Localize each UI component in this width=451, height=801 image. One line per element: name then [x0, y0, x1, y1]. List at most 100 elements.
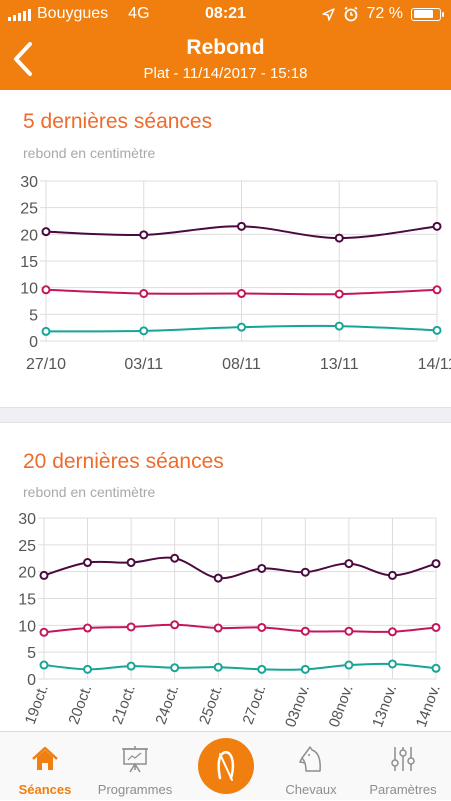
data-point	[432, 221, 442, 231]
series-line	[43, 556, 437, 580]
chart1-title: 5 dernières séances	[23, 110, 213, 133]
data-point	[387, 659, 397, 669]
y-tick-label: 0	[29, 334, 38, 351]
tab-label: Chevaux	[285, 782, 337, 797]
y-tick-label: 30	[20, 174, 38, 191]
data-point	[126, 622, 136, 632]
data-point	[257, 622, 267, 632]
page-title: Rebond	[186, 36, 265, 59]
status-right: 72 %	[321, 5, 444, 23]
chart2-title: 20 dernières séances	[23, 450, 224, 473]
network-label: 4G	[128, 5, 150, 22]
data-point	[83, 558, 93, 568]
home-icon	[32, 746, 58, 770]
x-tick-label: 14/11	[418, 356, 451, 373]
signal-icon	[8, 7, 31, 21]
x-tick-label: 24oct.	[152, 683, 182, 727]
data-point	[257, 563, 267, 573]
x-tick-label: 13nov.	[369, 683, 400, 730]
data-point	[387, 627, 397, 637]
data-point	[334, 289, 344, 299]
data-point	[334, 233, 344, 243]
data-point	[213, 662, 223, 672]
x-tick-label: 25oct.	[196, 683, 226, 727]
x-tick-label: 27/10	[26, 356, 66, 373]
data-point	[41, 326, 51, 336]
series-line	[43, 662, 437, 671]
back-button[interactable]	[10, 40, 40, 78]
data-point	[344, 626, 354, 636]
data-point	[237, 221, 246, 231]
x-tick-label: 13/11	[320, 356, 359, 373]
x-tick-label: 27oct.	[240, 683, 270, 727]
nav-bar: Rebond Plat - 11/14/2017 - 15:18	[0, 30, 451, 90]
page-subtitle: Plat - 11/14/2017 - 15:18	[143, 65, 308, 82]
horseshoe-icon	[217, 751, 235, 781]
x-tick-label: 03/11	[124, 356, 163, 373]
x-tick-label: 14nov.	[413, 683, 444, 730]
presentation-board-icon	[122, 746, 148, 773]
sliders-icon	[391, 747, 415, 771]
data-point	[344, 559, 354, 569]
data-point	[139, 230, 149, 240]
x-tick-label: 08/11	[222, 356, 261, 373]
data-point	[431, 663, 441, 673]
data-point	[83, 623, 93, 633]
section-divider	[0, 407, 451, 423]
chart-last-5: 0 5 10 15 20 25 30 27/10 03/11 08/11 13/11 14/11	[20, 174, 451, 373]
battery-percent: 72 %	[366, 5, 403, 22]
data-point	[213, 623, 223, 633]
data-point	[139, 289, 149, 299]
battery-icon	[411, 7, 444, 21]
y-tick-label: 15	[20, 254, 38, 271]
data-point	[139, 326, 149, 336]
y-tick-label: 10	[20, 281, 38, 298]
tab-label: Séances	[18, 782, 72, 797]
data-point	[39, 570, 49, 580]
carrier-label: Bouygues	[37, 5, 109, 22]
y-tick-label: 30	[18, 511, 36, 528]
y-tick-label: 5	[29, 307, 38, 324]
tab-parametres[interactable]: Paramètres	[358, 732, 448, 801]
data-point	[83, 664, 93, 674]
status-time: 08:21	[205, 5, 246, 22]
data-point	[41, 285, 51, 295]
data-point	[300, 626, 310, 636]
data-point	[41, 227, 51, 237]
data-point	[300, 664, 310, 674]
alarm-icon	[343, 6, 358, 22]
tab-programmes[interactable]: Programmes	[90, 732, 180, 801]
data-point	[126, 661, 136, 671]
data-point	[39, 627, 49, 637]
x-tick-label: 08nov.	[326, 683, 357, 730]
tab-bar: Séances Programmes Chevaux Paramètres	[0, 731, 451, 800]
chevron-left-icon	[14, 42, 32, 76]
data-point	[344, 660, 354, 670]
new-session-button[interactable]	[198, 738, 254, 794]
y-tick-label: 10	[18, 618, 36, 635]
data-point	[431, 559, 441, 569]
data-point	[237, 289, 246, 299]
data-point	[431, 622, 441, 632]
chart-last-20: 0 5 10 15 20 25 30 19oct. 20oct. 21oct. 24oct. 25oc…	[18, 511, 444, 730]
data-point	[257, 664, 267, 674]
x-tick-label: 20oct.	[65, 683, 95, 727]
status-left: Bouygues 4G	[8, 5, 150, 23]
series-line	[43, 623, 437, 634]
data-point	[334, 321, 344, 331]
chart1-subtitle: rebond en centimètre	[23, 145, 156, 161]
y-tick-label: 0	[27, 672, 36, 689]
chart2-subtitle: rebond en centimètre	[23, 484, 156, 500]
data-point	[300, 567, 310, 577]
y-tick-label: 25	[20, 201, 38, 218]
data-point	[387, 570, 397, 580]
data-point	[170, 620, 180, 630]
y-tick-label: 20	[18, 565, 36, 582]
data-point	[213, 573, 223, 583]
data-point	[432, 325, 442, 335]
status-bar: Bouygues 4G 08:21 72 %	[0, 0, 451, 30]
y-tick-label: 15	[18, 592, 36, 609]
data-point	[170, 663, 180, 673]
tab-seances[interactable]: Séances	[0, 732, 90, 801]
tab-chevaux[interactable]: Chevaux	[266, 732, 356, 801]
